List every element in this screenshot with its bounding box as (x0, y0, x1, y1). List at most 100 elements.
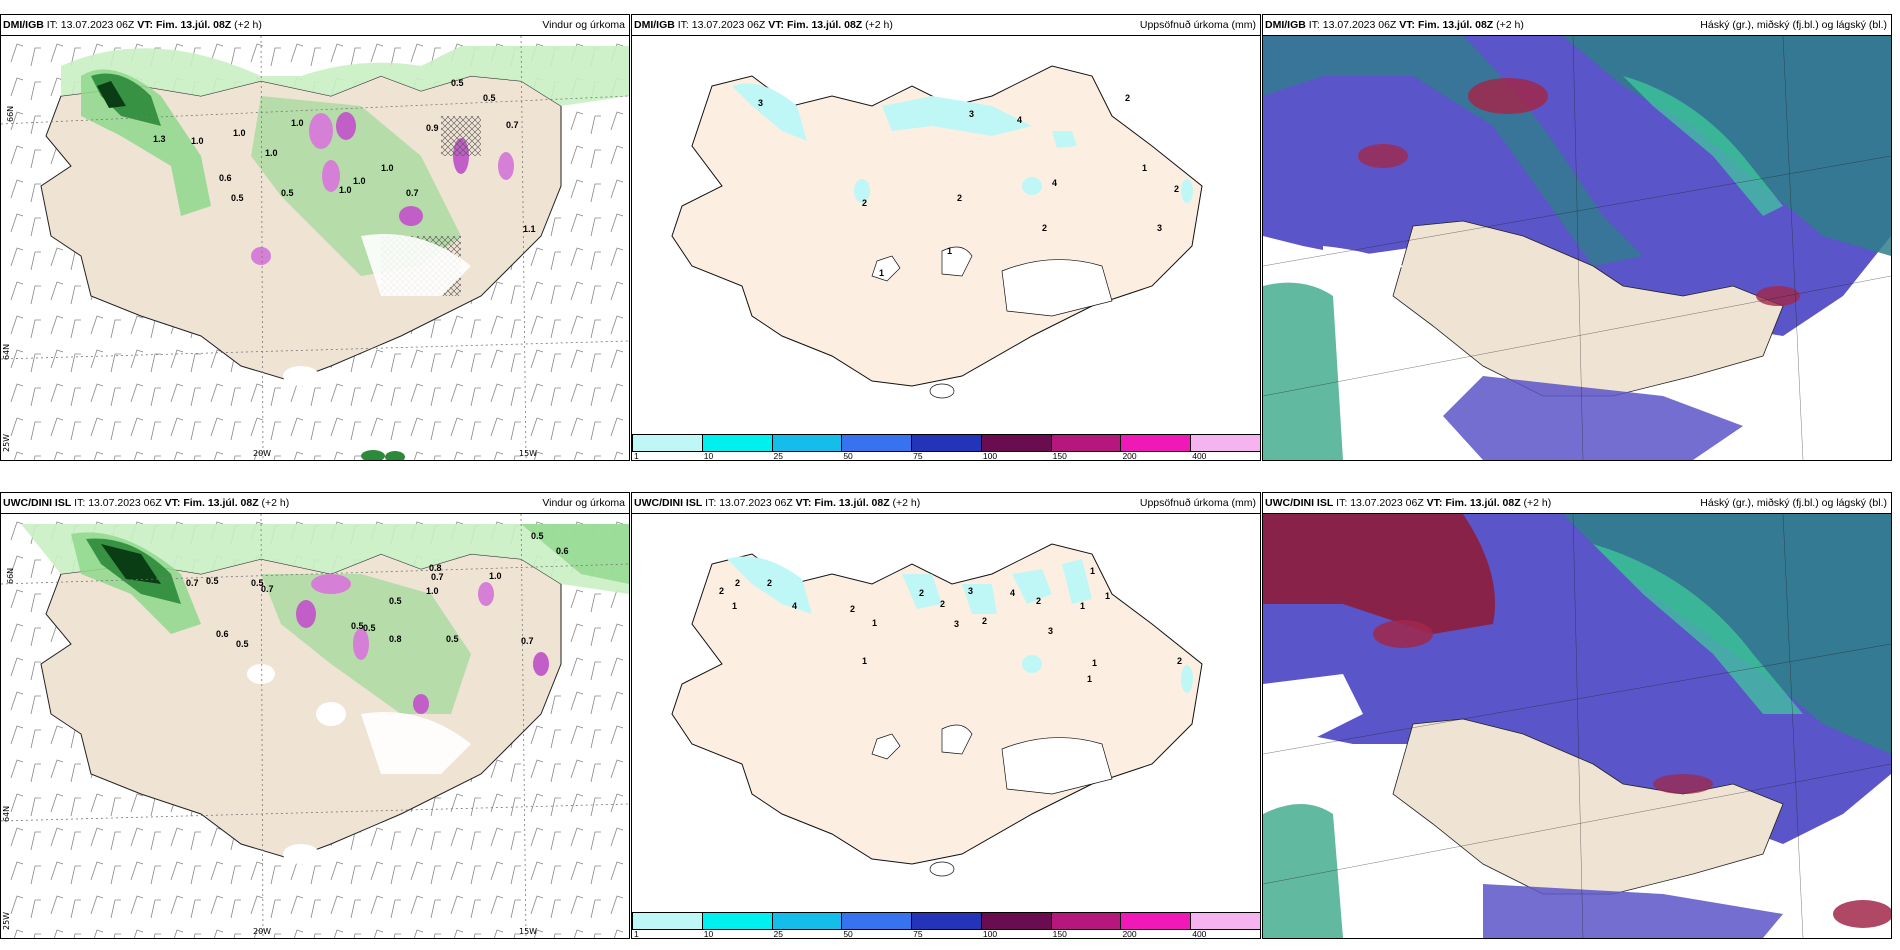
rain-value: 0.7 (186, 578, 199, 588)
precip-colorbar: 1 10 25 50 75 100 150 200 400 (632, 434, 1260, 460)
colorbar-swatch (701, 912, 773, 930)
colorbar-swatch (771, 434, 843, 452)
colorbar-swatch (632, 434, 703, 452)
colorbar-swatch (980, 434, 1052, 452)
panel-uwc-clouds: UWC/DINI ISL IT: 13.07.2023 06Z VT: Fim.… (1262, 492, 1892, 939)
accum-value: 2 (862, 198, 867, 208)
accum-precip-map: 2 2 1 4 2 2 2 3 4 2 1 2 1 3 2 3 1 1 1 1 … (671, 543, 1203, 877)
rain-value: 1.0 (233, 128, 246, 138)
vt-label: VT: (137, 19, 154, 31)
accum-value: 2 (1174, 184, 1179, 194)
colorbar-tick-label: 50 (843, 929, 853, 939)
lat-label: 64N (2, 344, 11, 360)
rain-value: 0.9 (426, 123, 439, 133)
accum-value: 3 (758, 98, 763, 108)
colorbar-swatch (980, 912, 1052, 930)
colorbar-swatch (1050, 434, 1122, 452)
accum-value: 3 (969, 109, 974, 119)
it-label: IT: (705, 497, 717, 509)
rain-value: 1.0 (191, 136, 204, 146)
rain-value: 0.5 (483, 93, 496, 103)
field-name: Vindur og úrkoma (542, 497, 625, 509)
init-time: 13.07.2023 06Z (60, 19, 135, 31)
lon-label: 20W (253, 449, 271, 458)
rain-value: 0.5 (451, 78, 464, 88)
lead-time: (+2 h) (892, 497, 921, 509)
rain-value: 1.0 (339, 185, 352, 195)
accum-value: 2 (850, 604, 855, 614)
it-label: IT: (74, 497, 86, 509)
colorbar-tick-label: 150 (1052, 451, 1067, 461)
field-name: Uppsöfnuð úrkoma (mm) (1139, 19, 1256, 31)
valid-time: Fim. 13.júl. 08Z (1445, 497, 1521, 509)
lead-time: (+2 h) (1496, 19, 1524, 31)
accum-value: 3 (1157, 223, 1162, 233)
lat-label: 66N (6, 106, 15, 122)
colorbar-tick-label: 75 (913, 451, 923, 461)
rain-value: 1.0 (265, 148, 278, 158)
accum-value: 1 (1087, 674, 1092, 684)
valid-time: Fim. 13.júl. 08Z (155, 19, 232, 31)
lat-label: 66N (6, 568, 15, 584)
colorbar-swatch (1190, 434, 1260, 452)
colorbar-tick-label: 400 (1192, 929, 1207, 939)
colorbar-swatch (1050, 912, 1122, 930)
colorbar-swatch (771, 912, 843, 930)
accum-value: 1 (1142, 163, 1147, 173)
it-label: IT: (1336, 497, 1348, 509)
accum-value: 2 (1042, 223, 1047, 233)
model-name: UWC/DINI ISL (3, 497, 72, 509)
vt-label: VT: (795, 497, 812, 509)
rain-value: 0.8 (429, 563, 442, 573)
panel-header: DMI/IGB IT: 13.07.2023 06Z VT: Fim. 13.j… (632, 15, 1260, 36)
field-name: Uppsöfnuð úrkoma (mm) (1139, 497, 1256, 509)
init-time: 13.07.2023 06Z (691, 19, 766, 31)
rain-value: 0.5 (236, 639, 249, 649)
rain-value: 0.5 (251, 578, 264, 588)
accum-value: 2 (1177, 656, 1182, 666)
colorbar-tick-label: 75 (913, 929, 923, 939)
precip-colorbar: 1 10 25 50 75 100 150 200 400 (632, 912, 1260, 938)
accum-value: 3 (968, 586, 973, 596)
field-name: Háský (gr.), miðský (fj.bl.) og lágský (… (1700, 497, 1887, 509)
colorbar-tick-label: 400 (1192, 451, 1207, 461)
accum-value: 1 (872, 618, 877, 628)
colorbar-tick-label: 200 (1122, 451, 1137, 461)
valid-time: Fim. 13.júl. 08Z (1417, 19, 1494, 31)
colorbar-swatch (911, 912, 982, 930)
rain-value: 1.0 (291, 118, 304, 128)
accum-value: 1 (947, 246, 952, 256)
model-name: DMI/IGB (634, 19, 675, 31)
rain-value: 0.5 (351, 621, 364, 631)
colorbar-swatch (911, 434, 982, 452)
vt-label: VT: (164, 497, 181, 509)
field-name: Háský (gr.), miðský (fj.bl.) og lágský (… (1700, 19, 1887, 31)
panel-header: DMI/IGB IT: 13.07.2023 06Z VT: Fim. 13.j… (1, 15, 629, 36)
colorbar-tick-label: 25 (773, 451, 784, 461)
field-name: Vindur og úrkoma (542, 19, 625, 31)
colorbar-tick-label: 25 (773, 929, 784, 939)
model-name: UWC/DINI ISL (1265, 497, 1334, 509)
rain-value: 0.7 (506, 120, 519, 130)
lon-label: 15W (519, 449, 537, 458)
colorbar-tick-label: 200 (1122, 929, 1137, 939)
lon-label: 25W (2, 912, 11, 930)
panel-uwc-accum-precip: UWC/DINI ISL IT: 13.07.2023 06Z VT: Fim.… (631, 492, 1261, 939)
panel-header: UWC/DINI ISL IT: 13.07.2023 06Z VT: Fim.… (632, 493, 1260, 514)
colorbar-tick-label: 10 (703, 451, 714, 461)
accum-value: 2 (919, 588, 924, 598)
lon-label: 15W (519, 927, 537, 936)
panel-header: UWC/DINI ISL IT: 13.07.2023 06Z VT: Fim.… (1, 493, 629, 514)
colorbar-swatch (632, 912, 703, 930)
rain-value: 0.8 (389, 634, 402, 644)
lat-label: 64N (2, 806, 11, 822)
rain-value: 0.6 (556, 546, 569, 556)
rain-value: 0.7 (261, 584, 274, 594)
accum-value: 3 (1048, 626, 1053, 636)
rain-value-labels: 0.5 0.5 0.7 0.9 1.0 1.3 1.0 0.5 0.6 0.5 … (153, 78, 536, 234)
accum-value: 2 (735, 578, 740, 588)
rain-value: 1.1 (523, 224, 536, 234)
colorbar-swatch (1120, 912, 1192, 930)
model-name: DMI/IGB (1265, 19, 1306, 31)
accum-value: 2 (1036, 596, 1041, 606)
